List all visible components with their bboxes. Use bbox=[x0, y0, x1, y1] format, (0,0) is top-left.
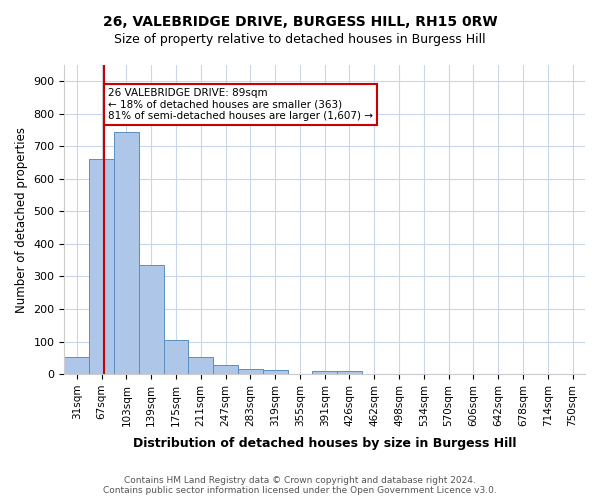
Bar bbox=[139, 265, 164, 374]
Bar bbox=[337, 372, 362, 374]
Bar bbox=[188, 357, 213, 374]
Bar bbox=[114, 132, 139, 374]
Bar bbox=[164, 340, 188, 374]
Bar bbox=[213, 366, 238, 374]
Bar bbox=[238, 369, 263, 374]
X-axis label: Distribution of detached houses by size in Burgess Hill: Distribution of detached houses by size … bbox=[133, 437, 517, 450]
Text: 26 VALEBRIDGE DRIVE: 89sqm
← 18% of detached houses are smaller (363)
81% of sem: 26 VALEBRIDGE DRIVE: 89sqm ← 18% of deta… bbox=[108, 88, 373, 121]
Bar bbox=[89, 160, 114, 374]
Text: Size of property relative to detached houses in Burgess Hill: Size of property relative to detached ho… bbox=[114, 32, 486, 46]
Bar bbox=[263, 370, 287, 374]
Bar bbox=[313, 372, 337, 374]
Y-axis label: Number of detached properties: Number of detached properties bbox=[15, 126, 28, 312]
Text: 26, VALEBRIDGE DRIVE, BURGESS HILL, RH15 0RW: 26, VALEBRIDGE DRIVE, BURGESS HILL, RH15… bbox=[103, 15, 497, 29]
Bar bbox=[64, 357, 89, 374]
Text: Contains HM Land Registry data © Crown copyright and database right 2024.
Contai: Contains HM Land Registry data © Crown c… bbox=[103, 476, 497, 495]
